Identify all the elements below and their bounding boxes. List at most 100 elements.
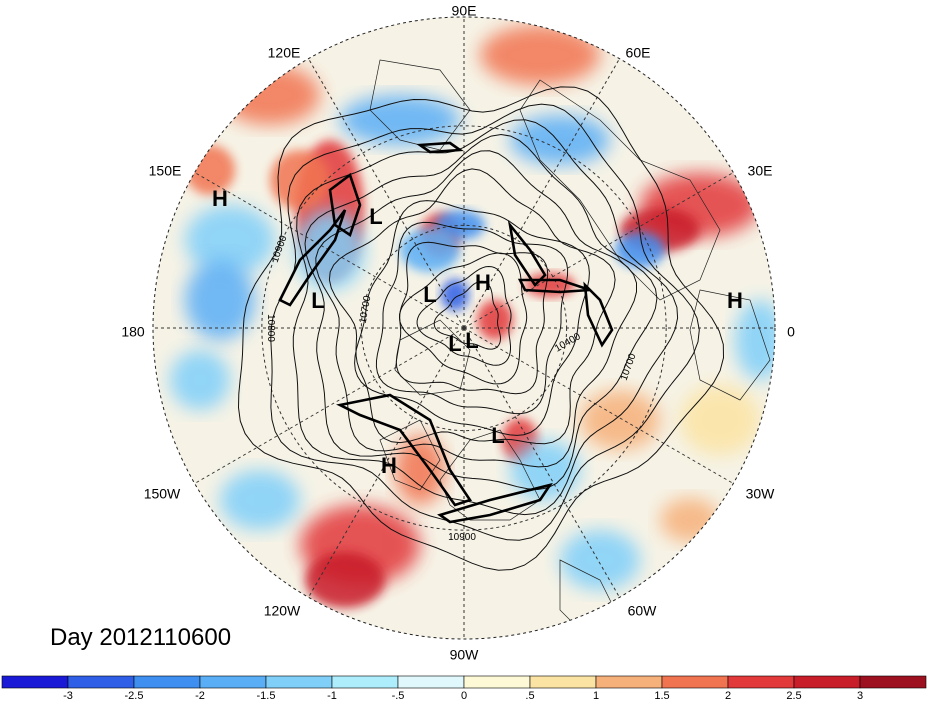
anomaly-patch xyxy=(340,95,460,145)
high-pressure-center: H xyxy=(381,453,397,478)
anomaly-patch xyxy=(170,350,230,410)
height-contour xyxy=(354,200,590,436)
colorbar-tick-label: 0 xyxy=(461,690,467,702)
coastline xyxy=(379,419,441,491)
longitude-label: 120E xyxy=(268,45,301,61)
height-contour xyxy=(315,150,637,468)
contour-label: 10900 xyxy=(448,532,476,543)
colorbar-tick-label: 1.5 xyxy=(654,690,669,702)
colorbar-swatch xyxy=(595,675,663,689)
jet-streaks xyxy=(278,141,614,524)
coastline xyxy=(689,289,771,401)
low-pressure-center: L xyxy=(491,423,504,448)
contour-label: 10800 xyxy=(265,314,276,342)
colorbar-swatch xyxy=(67,675,135,689)
height-contour xyxy=(433,280,502,350)
colorbar-tick-label: -2 xyxy=(195,690,205,702)
anomaly-patch xyxy=(660,498,720,542)
height-contour xyxy=(270,103,700,541)
colorbar-swatch xyxy=(661,675,729,689)
anomaly-patch xyxy=(260,620,340,639)
low-pressure-center: L xyxy=(311,288,324,313)
longitude-label: 150W xyxy=(144,486,181,502)
colorbar-tick-label: 2 xyxy=(725,690,731,702)
high-pressure-center: H xyxy=(475,270,491,295)
meridian xyxy=(308,58,465,329)
height-contour xyxy=(292,119,679,516)
longitude-label: 30W xyxy=(746,486,776,502)
colorbar-tick-label: 1 xyxy=(593,690,599,702)
anomaly-patch xyxy=(400,228,460,272)
anomaly-patch xyxy=(477,300,513,340)
anomaly-patch xyxy=(185,205,275,275)
colorbar-swatch xyxy=(397,675,465,689)
jet-streak-outline xyxy=(517,278,591,294)
height-contour xyxy=(375,221,569,415)
map-disc xyxy=(153,17,775,639)
coastline xyxy=(394,319,471,396)
coastline xyxy=(519,79,721,301)
colorbar-swatch xyxy=(793,675,861,689)
meridian xyxy=(463,327,620,598)
colorbar-tick-label: 3 xyxy=(857,690,863,702)
jet-streak-outline xyxy=(416,141,464,154)
colorbar-tick-label: -3 xyxy=(63,690,73,702)
anomaly-patch xyxy=(305,552,385,608)
low-pressure-center: L xyxy=(465,328,478,353)
colorbar-swatch xyxy=(331,675,399,689)
height-contour xyxy=(416,265,512,366)
height-contour xyxy=(304,133,658,491)
high-pressure-center: H xyxy=(212,186,228,211)
colorbar-swatch xyxy=(463,675,531,689)
height-contours xyxy=(237,86,725,571)
anomaly-patch xyxy=(185,260,255,340)
low-pressure-center: L xyxy=(369,204,382,229)
jet-streak-outline xyxy=(583,281,614,348)
low-pressure-center: L xyxy=(423,282,436,307)
anomaly-patch xyxy=(510,115,610,165)
colorbar-swatch xyxy=(265,675,333,689)
longitude-label: 60E xyxy=(626,45,651,61)
colorbar-swatch xyxy=(133,675,201,689)
colorbar-tick-label: .5 xyxy=(525,690,534,702)
longitude-label: 90E xyxy=(452,3,477,19)
jet-streak-outline xyxy=(278,209,347,307)
anomaly-shading xyxy=(170,25,775,639)
contour-label: 10700 xyxy=(358,294,374,324)
meridian xyxy=(308,327,465,598)
colorbar-swatch xyxy=(199,675,267,689)
meridian xyxy=(463,172,734,329)
map-boundary xyxy=(152,16,776,640)
jet-streak-outline xyxy=(437,482,553,524)
longitude-label: 180 xyxy=(121,324,145,340)
graticule xyxy=(153,17,775,639)
height-contour xyxy=(237,86,725,571)
latitude-circle xyxy=(261,125,667,531)
meridian xyxy=(463,58,620,329)
longitude-label: 150E xyxy=(149,163,182,179)
figure-title: Day 2012110600 xyxy=(50,624,231,651)
colorbar-tick-label: -2.5 xyxy=(125,690,144,702)
height-contour xyxy=(328,168,616,445)
anomaly-patch xyxy=(510,440,580,500)
jet-streak-outline xyxy=(336,393,473,507)
colorbar-tick-label: -1.5 xyxy=(257,690,276,702)
longitude-label: 120W xyxy=(264,603,301,619)
longitude-label: 90W xyxy=(450,647,480,663)
longitude-label: 0 xyxy=(787,324,795,340)
anomaly-patch xyxy=(560,530,640,590)
meridian xyxy=(463,327,734,484)
colorbar-swatch xyxy=(1,675,69,689)
colorbar-tick-label: 2.5 xyxy=(786,690,801,702)
colorbar-swatch xyxy=(859,675,927,689)
anomaly-patch xyxy=(270,150,330,210)
meridian xyxy=(194,327,465,484)
longitude-label: 60W xyxy=(628,603,658,619)
jet-streak-outline xyxy=(328,172,362,238)
anomaly-patch xyxy=(735,300,775,380)
longitude-labels: 90E 60E 30E 0 30W 60W 90W 120W 150W 180 150E 120E xyxy=(121,3,795,663)
height-contour xyxy=(398,252,528,385)
anomaly-patch xyxy=(220,65,320,125)
